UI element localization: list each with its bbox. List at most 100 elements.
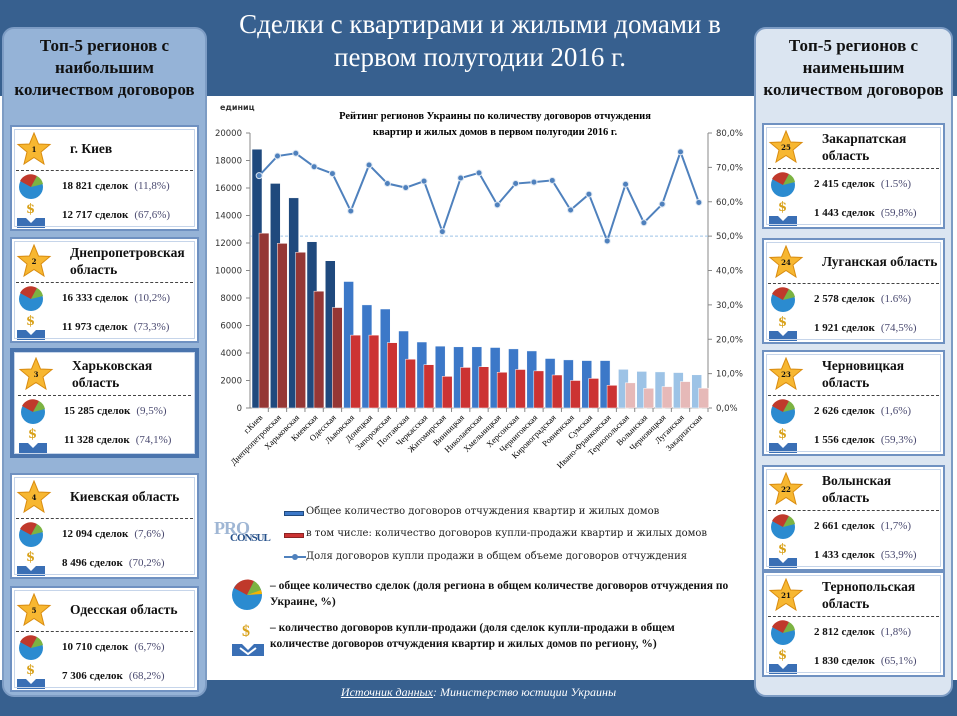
pie-chart-icon bbox=[771, 398, 795, 424]
bar-sales bbox=[496, 372, 508, 409]
bar-sales bbox=[386, 342, 398, 409]
pie-chart-icon bbox=[21, 398, 45, 424]
sales-deals: 1 556 сделок bbox=[814, 433, 875, 446]
bar-sales bbox=[606, 385, 618, 409]
pie-chart-icon bbox=[771, 513, 795, 539]
y-tick-label: 0 bbox=[237, 404, 242, 414]
svg-text:$: $ bbox=[26, 550, 35, 565]
bar-sales bbox=[625, 382, 636, 409]
y-tick-label: 8000 bbox=[220, 294, 242, 304]
handshake-dollar-icon: $ bbox=[769, 427, 797, 453]
data-source: Источник данных: Министерство юстиции Ук… bbox=[0, 680, 957, 716]
share-point bbox=[457, 174, 465, 182]
total-share: (9,5%) bbox=[136, 404, 167, 417]
sales-share: (67,6%) bbox=[134, 208, 171, 221]
total-share: (1,8%) bbox=[880, 625, 912, 638]
sales-share: (53,9%) bbox=[880, 548, 917, 561]
sales-deals: 12 717 сделок bbox=[62, 208, 129, 221]
page-title: Сделки с квартирами и жилыми домами в пе… bbox=[239, 9, 721, 72]
region-card: 22 Волынская область 2 661 сделок (1,7%) $… bbox=[762, 465, 945, 571]
pie-chart-icon bbox=[19, 285, 43, 311]
bar-sales bbox=[350, 334, 361, 409]
region-name: Днепропетровская область bbox=[70, 244, 185, 277]
svg-text:$: $ bbox=[778, 427, 787, 442]
bar-sales bbox=[515, 369, 526, 409]
total-deals: 16 333 сделок bbox=[62, 291, 129, 304]
bar-sales bbox=[643, 388, 654, 409]
source-text: : Министерство юстиции Украины bbox=[433, 685, 617, 699]
share-point bbox=[512, 180, 520, 188]
region-card: 25 Закарпатская область 2 415 сделок (1.5%… bbox=[762, 123, 945, 229]
total-share: (1.5%) bbox=[880, 177, 912, 190]
handshake-dollar-icon: $ bbox=[769, 200, 797, 226]
panel-title: Топ-5 регионов с наибольшим количеством … bbox=[14, 36, 195, 99]
bar-sales bbox=[460, 367, 471, 409]
share-point bbox=[328, 170, 336, 178]
region-name: Волынская область bbox=[822, 472, 892, 505]
share-point bbox=[365, 161, 373, 169]
y-tick-label: 14000 bbox=[215, 212, 242, 222]
legend-swatch-share bbox=[284, 554, 306, 560]
rank-star-icon: 1 bbox=[16, 131, 52, 166]
share-point bbox=[255, 172, 263, 180]
explanation-pie-text: – общее количество сделок (доля региона … bbox=[270, 580, 729, 608]
bar-sales bbox=[661, 386, 673, 409]
share-point bbox=[347, 207, 355, 215]
panel-title: Топ-5 регионов с наименьшим количеством … bbox=[763, 36, 944, 99]
rank-number: 22 bbox=[781, 484, 791, 494]
total-deals: 2 661 сделок bbox=[814, 519, 875, 532]
bar-sales bbox=[258, 232, 270, 409]
rank-number: 3 bbox=[33, 369, 39, 379]
rank-number: 1 bbox=[31, 144, 37, 154]
total-share: (6,7%) bbox=[134, 640, 165, 653]
y-tick-label: 18000 bbox=[215, 157, 242, 167]
total-deals: 2 415 сделок bbox=[814, 177, 875, 190]
share-point bbox=[273, 152, 281, 160]
handshake-dollar-icon: $ bbox=[769, 542, 797, 568]
rank-star-icon: 23 bbox=[768, 356, 804, 391]
pie-chart-icon bbox=[771, 286, 795, 312]
region-name: Луганская область bbox=[822, 254, 938, 269]
source-label[interactable]: Источник данных bbox=[340, 685, 433, 699]
y2-tick-label: 40,0% bbox=[716, 267, 743, 277]
share-line bbox=[258, 148, 700, 244]
total-share: (1.6%) bbox=[880, 292, 912, 305]
proconsul-logo: PRO CONSUL bbox=[214, 518, 271, 544]
pie-chart-icon bbox=[232, 579, 262, 610]
handshake-dollar-icon: $ bbox=[17, 550, 45, 576]
rank-number: 2 bbox=[31, 256, 37, 266]
pie-chart-icon bbox=[19, 521, 43, 547]
svg-text:$: $ bbox=[28, 427, 37, 442]
svg-text:$: $ bbox=[242, 623, 250, 640]
y-tick-label: 6000 bbox=[220, 322, 242, 332]
svg-text:$: $ bbox=[778, 648, 787, 663]
y2-tick-label: 70,0% bbox=[716, 163, 743, 173]
region-name: Харьковская область bbox=[72, 357, 153, 390]
rank-star-icon: 24 bbox=[768, 244, 804, 279]
explanation-deal-text: – количество договоров купли-продажи (до… bbox=[270, 622, 675, 650]
sales-share: (74,1%) bbox=[135, 433, 172, 446]
handshake-dollar-icon: $ bbox=[232, 623, 264, 656]
sales-share: (68,2%) bbox=[128, 669, 165, 682]
total-share: (1,6%) bbox=[880, 404, 912, 417]
rank-star-icon: 5 bbox=[16, 592, 52, 627]
share-point bbox=[292, 149, 300, 157]
y-tick-label: 20000 bbox=[215, 129, 242, 139]
svg-text:$: $ bbox=[778, 542, 787, 557]
explanation-pie: – общее количество сделок (доля региона … bbox=[230, 578, 728, 617]
rank-number: 4 bbox=[31, 492, 37, 502]
bar-sales bbox=[533, 370, 545, 409]
bar-sales bbox=[368, 334, 380, 409]
rank-star-icon: 2 bbox=[16, 243, 52, 278]
share-point bbox=[548, 176, 556, 184]
sales-deals: 11 328 сделок bbox=[64, 433, 130, 446]
y2-tick-label: 10,0% bbox=[716, 370, 743, 380]
explanation-deal: $ – количество договоров купли-продажи (… bbox=[230, 620, 675, 665]
bar-sales bbox=[570, 380, 581, 409]
bar-sales bbox=[680, 381, 691, 409]
share-point bbox=[622, 180, 630, 188]
pie-chart-icon bbox=[771, 619, 795, 645]
bar-total bbox=[599, 360, 611, 409]
sales-share: (74,5%) bbox=[880, 321, 917, 334]
share-point bbox=[475, 169, 483, 177]
